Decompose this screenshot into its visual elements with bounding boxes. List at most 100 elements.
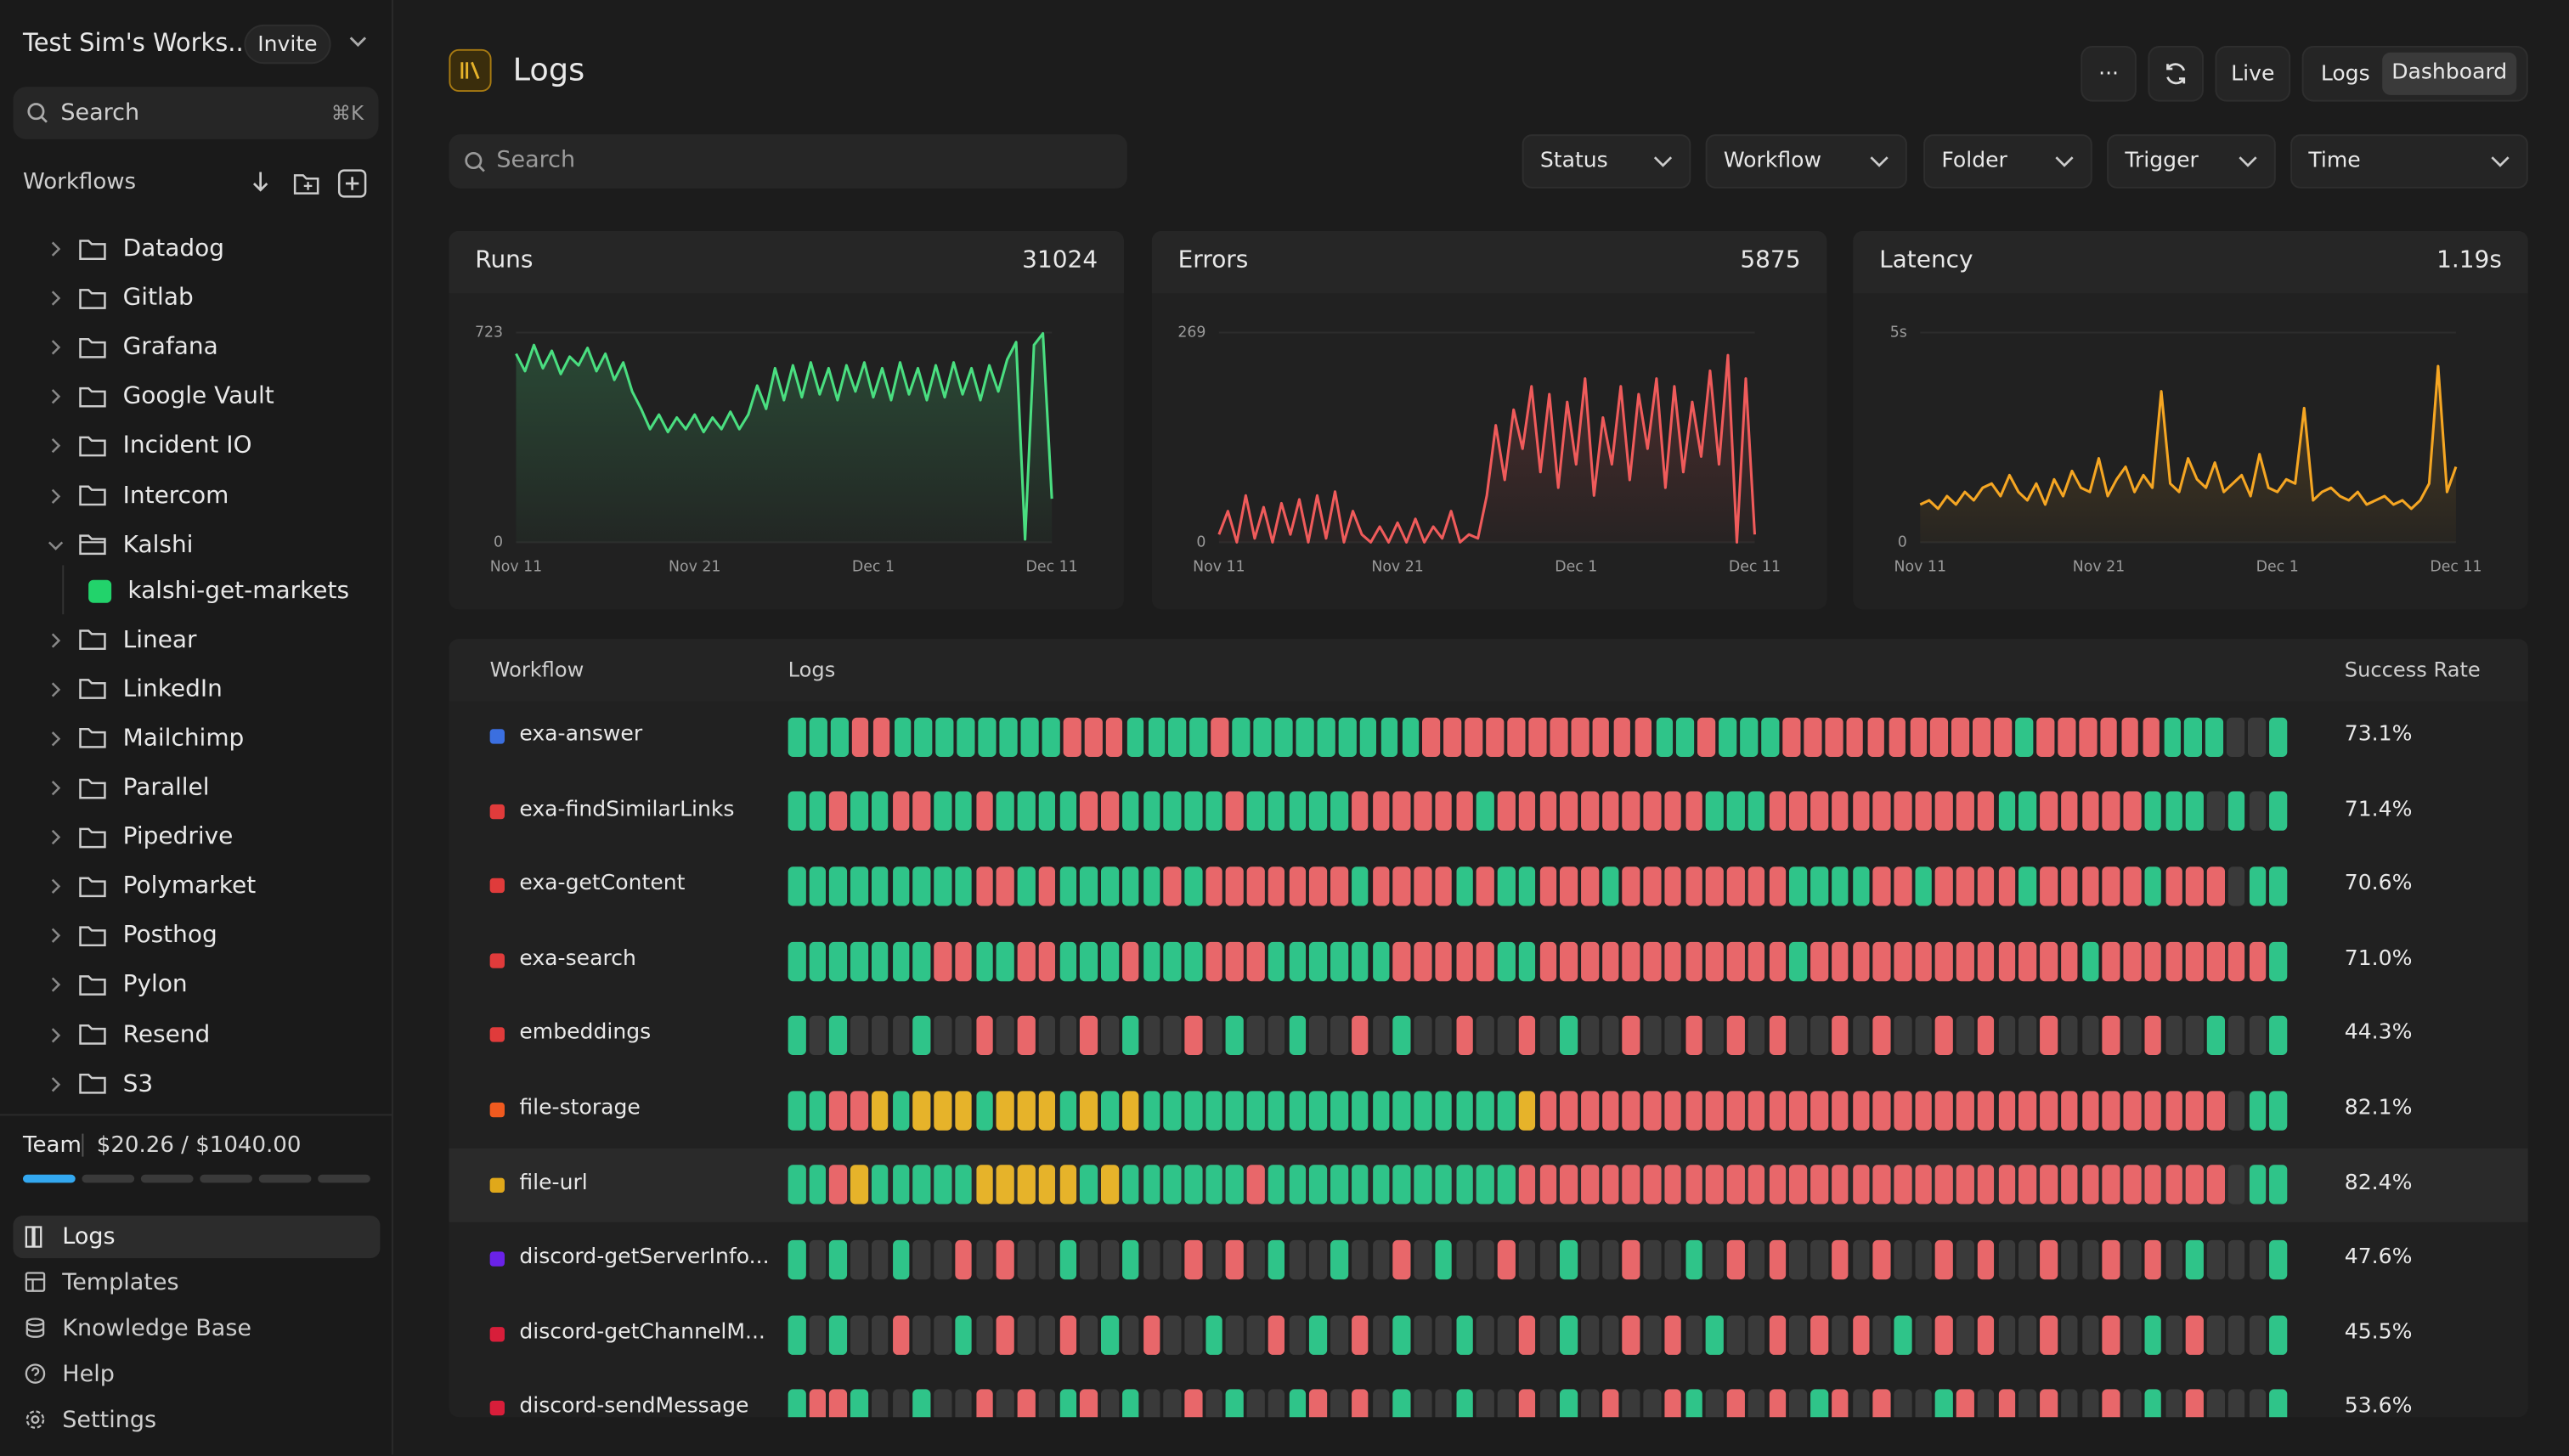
log-cell[interactable] [1498, 1240, 1515, 1279]
log-cell[interactable] [913, 792, 930, 831]
log-cell[interactable] [2249, 1016, 2266, 1055]
table-row[interactable]: discord-sendMessage53.6% [449, 1372, 2527, 1417]
log-cell[interactable] [2103, 1016, 2120, 1055]
log-cell[interactable] [1852, 1016, 1869, 1055]
log-cell[interactable] [809, 1390, 826, 1417]
log-cell[interactable] [1018, 1165, 1035, 1205]
log-cell[interactable] [955, 1315, 972, 1354]
log-cell[interactable] [1915, 1390, 1932, 1417]
workflow-item[interactable]: kalshi-get-markets [88, 568, 349, 614]
log-cell[interactable] [2103, 941, 2120, 980]
log-cell[interactable] [2061, 1315, 2078, 1354]
log-cell[interactable] [1122, 1390, 1139, 1417]
log-cell[interactable] [1956, 1390, 1973, 1417]
log-cell[interactable] [1677, 717, 1695, 756]
log-cell[interactable] [809, 1091, 826, 1130]
log-cell[interactable] [1727, 1240, 1744, 1279]
log-cell[interactable] [1372, 1016, 1389, 1055]
log-cell[interactable] [1915, 1240, 1932, 1279]
log-cell[interactable] [1330, 1016, 1347, 1055]
log-cell[interactable] [1539, 1091, 1556, 1130]
log-cell[interactable] [1081, 1016, 1098, 1055]
log-cell[interactable] [1592, 717, 1610, 756]
log-cell[interactable] [1832, 1165, 1849, 1205]
log-cell[interactable] [1978, 1016, 1995, 1055]
log-cell[interactable] [1790, 941, 1807, 980]
log-cell[interactable] [1873, 1165, 1890, 1205]
log-cell[interactable] [1685, 792, 1702, 831]
log-cell[interactable] [2081, 1091, 2098, 1130]
log-cell[interactable] [1414, 866, 1431, 906]
log-cell[interactable] [1038, 1315, 1055, 1354]
log-cell[interactable] [1435, 1315, 1452, 1354]
log-cell[interactable] [1393, 1016, 1410, 1055]
log-cell[interactable] [1414, 1091, 1431, 1130]
log-cell[interactable] [1998, 866, 2015, 906]
log-cell[interactable] [1623, 1315, 1640, 1354]
log-cell[interactable] [1184, 1390, 1201, 1417]
log-cell[interactable] [1059, 1390, 1076, 1417]
log-cell[interactable] [2186, 792, 2203, 831]
log-cell[interactable] [1804, 717, 1821, 756]
log-cell[interactable] [1706, 1091, 1723, 1130]
folder-item[interactable]: Mailchimp [46, 714, 244, 764]
log-cell[interactable] [1518, 1016, 1535, 1055]
log-cell[interactable] [809, 1016, 826, 1055]
folder-item[interactable]: Pylon [46, 961, 188, 1010]
log-cell[interactable] [2164, 717, 2182, 756]
log-cell[interactable] [2144, 941, 2161, 980]
log-cell[interactable] [1873, 1315, 1890, 1354]
table-row[interactable]: embeddings44.3% [449, 998, 2527, 1073]
log-cell[interactable] [1956, 792, 1973, 831]
log-cell[interactable] [1790, 1016, 1807, 1055]
log-cell[interactable] [1143, 1390, 1160, 1417]
log-cell[interactable] [1205, 1091, 1222, 1130]
log-cell[interactable] [2015, 717, 2033, 756]
log-cell[interactable] [2124, 1165, 2141, 1205]
log-cell[interactable] [1352, 941, 1369, 980]
log-cell[interactable] [1268, 792, 1285, 831]
log-cell[interactable] [913, 1091, 930, 1130]
log-cell[interactable] [1560, 1315, 1577, 1354]
log-cell[interactable] [1310, 1091, 1327, 1130]
log-cell[interactable] [936, 717, 954, 756]
log-cell[interactable] [1873, 1091, 1890, 1130]
log-cell[interactable] [1623, 1240, 1640, 1279]
log-cell[interactable] [1518, 1091, 1535, 1130]
log-cell[interactable] [1164, 941, 1181, 980]
filter-dropdown[interactable]: Folder [1923, 134, 2092, 189]
log-cell[interactable] [1810, 1390, 1827, 1417]
log-cell[interactable] [1498, 1165, 1515, 1205]
log-cell[interactable] [1000, 717, 1018, 756]
log-cell[interactable] [1268, 1315, 1285, 1354]
log-cell[interactable] [830, 866, 847, 906]
log-cell[interactable] [2103, 866, 2120, 906]
log-cell[interactable] [1518, 1165, 1535, 1205]
filter-dropdown[interactable]: Trigger [2107, 134, 2276, 189]
log-cell[interactable] [1393, 1240, 1410, 1279]
log-cell[interactable] [1402, 717, 1420, 756]
log-cell[interactable] [1978, 1315, 1995, 1354]
log-cell[interactable] [976, 1016, 993, 1055]
log-cell[interactable] [1456, 1315, 1473, 1354]
log-cell[interactable] [1581, 941, 1598, 980]
log-cell[interactable] [1761, 717, 1779, 756]
log-cell[interactable] [1602, 941, 1619, 980]
log-cell[interactable] [1081, 1240, 1098, 1279]
log-cell[interactable] [1664, 1091, 1681, 1130]
log-cell[interactable] [809, 1240, 826, 1279]
log-cell[interactable] [913, 1390, 930, 1417]
filter-dropdown[interactable]: Workflow [1706, 134, 1907, 189]
log-cell[interactable] [1081, 1165, 1098, 1205]
log-cell[interactable] [2103, 1165, 2120, 1205]
log-cell[interactable] [913, 1315, 930, 1354]
log-cell[interactable] [1476, 792, 1493, 831]
log-cell[interactable] [1741, 717, 1759, 756]
log-cell[interactable] [2124, 941, 2141, 980]
log-cell[interactable] [1832, 1091, 1849, 1130]
log-cell[interactable] [892, 1240, 909, 1279]
log-cell[interactable] [1226, 1315, 1243, 1354]
log-cell[interactable] [1372, 941, 1389, 980]
log-cell[interactable] [1352, 1315, 1369, 1354]
log-cell[interactable] [1832, 1390, 1849, 1417]
